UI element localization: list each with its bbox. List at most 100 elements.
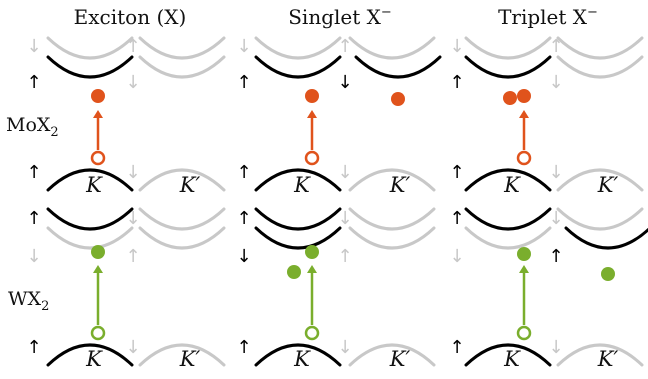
wx2-col2-kp-valence-spin: ↓ [548,337,563,358]
mox2-col2-hole [516,150,532,166]
mox2-col2-kp-valence-spin: ↓ [548,162,563,183]
mox2-col1-k-spin-upper: ↓ [236,36,251,57]
wx2-col2-k-label: K [503,347,521,371]
wx2-col2-kp-valence-band [556,343,644,367]
wx2-col1-hole [304,325,320,341]
wx2-col0-k-valence-band [46,343,134,367]
mox2-col2-k-label: K [503,173,521,197]
mox2-col1-transition-arrow-head [307,110,317,118]
wx2-col1-kp-lower-band [348,226,436,250]
mox2-col2-transition-arrow-head [519,110,529,118]
mox2-col1-kp-label: K′ [389,173,411,197]
wx2-col1-kp-spin-upper: ↓ [337,208,352,229]
mox2-col1-kp-electron [391,92,405,106]
wx2-col1-k-spin-lower: ↓ [236,246,251,267]
wx2-col0-kp-valence-band [138,343,226,367]
mox2-col1-k-label: K [293,173,311,197]
mox2-col1-kp-spin-lower: ↓ [337,72,352,93]
wx2-col2-hole [516,325,532,341]
wx2-col0-k-lower-band [46,226,134,250]
wx2-col1-kp-valence-spin: ↓ [337,337,352,358]
wx2-col1-electron-a [305,245,319,259]
mox2-col2-valence-spin: ↑ [449,162,464,183]
wx2-col0-valence-spin: ↑ [26,337,41,358]
mox2-col1-k-lower-band [254,55,342,79]
wx2-col1-k-label: K [293,347,311,371]
wx2-col1-electron-b [287,265,301,279]
mox2-col0-k-spin-lower: ↑ [26,72,41,93]
wx2-col1-kp-spin-lower: ↑ [337,246,352,267]
mox2-col1-hole [304,150,320,166]
mox2-col0-kp-spin-upper: ↑ [125,36,140,57]
wx2-col2-kp-spin-lower: ↑ [548,246,563,267]
mox2-col2-kp-upper-band [556,36,644,60]
wx2-col0-transition-arrow-head [93,265,103,273]
mox2-col2-kp-label: K′ [597,173,619,197]
wx2-col0-k-spin-upper: ↑ [26,208,41,229]
mox2-col0-k-label: K [85,173,103,197]
mox2-col1-k-valence-band [254,168,342,192]
wx2-col2-kp-lower-band [564,226,648,250]
wx2-col2-k-valence-band [464,343,552,367]
column-title-triplet: Triplet X− [498,5,598,29]
wx2-col0-kp-spin-upper: ↓ [125,208,140,229]
column-title-singlet: Singlet X− [288,5,392,29]
wx2-col2-kp-spin-upper: ↓ [548,208,563,229]
panel-grid: ↓ ↑ ↑ ↓ K K′ ↓ ↑ ↑ ↓ K K′ ↓ ↑ ↑ ↓ K K′ ↑ ↓ ↑ ↓ ↑ ↓ ↑ ↓ K K′ ↑ ↓ K K′ ↑ ↓ K… [26,36,648,371]
mox2-col0-k-upper-band [46,36,134,60]
mox2-col1-k-spin-lower: ↑ [236,72,251,93]
mox2-col0-hole [90,150,106,166]
mox2-col0-k-lower-band [46,55,134,79]
wx2-col0-hole [90,325,106,341]
mox2-col2-electron-a [503,91,517,105]
wx2-col2-kp-upper-band [556,207,644,231]
mox2-col1-kp-valence-spin: ↓ [337,162,352,183]
wx2-col0-k-upper-band [46,207,134,231]
mox2-col1-kp-lower-band [354,55,442,79]
mox2-col2-k-upper-band [464,36,552,60]
mox2-col2-kp-lower-band [556,55,644,79]
mox2-col1-kp-spin-upper: ↑ [337,36,352,57]
row-label-wx2: WX2 [8,288,49,314]
row-label-mox2: MoX2 [6,114,59,140]
mox2-col0-kp-upper-band [138,36,226,60]
wx2-col0-k-label: K [85,347,103,371]
mox2-col2-electron-b [517,89,531,103]
mox2-col0-valence-spin: ↑ [26,162,41,183]
wx2-col2-kp-electron [601,267,615,281]
wx2-col2-electron [517,247,531,261]
mox2-col1-electron [305,89,319,103]
mox2-col1-valence-spin: ↑ [236,162,251,183]
wx2-col1-kp-valence-band [348,343,436,367]
wx2-col1-transition-arrow-head [307,265,317,273]
wx2-col2-k-lower-band [464,226,552,250]
mox2-col1-kp-valence-band [348,168,436,192]
wx2-col1-kp-label: K′ [389,347,411,371]
wx2-col1-valence-spin: ↑ [236,337,251,358]
mox2-col2-k-spin-upper: ↓ [449,36,464,57]
mox2-col0-transition-arrow-head [93,110,103,118]
wx2-col1-k-spin-upper: ↑ [236,208,251,229]
wx2-col2-transition-arrow-head [519,265,529,273]
wx2-col0-kp-lower-band [138,226,226,250]
mox2-col0-kp-lower-band [138,55,226,79]
mox2-col2-k-valence-band [464,168,552,192]
wx2-col0-kp-spin-lower: ↑ [125,246,140,267]
wx2-col0-kp-valence-spin: ↓ [125,337,140,358]
mox2-col0-kp-spin-lower: ↓ [125,72,140,93]
column-title-exciton: Exciton (X) [74,5,187,29]
mox2-col0-kp-valence-band [138,168,226,192]
wx2-col1-k-upper-band [254,207,342,231]
wx2-col2-k-spin-lower: ↓ [449,246,464,267]
mox2-col0-k-spin-upper: ↓ [26,36,41,57]
mox2-col2-k-lower-band [464,55,552,79]
mox2-col2-k-spin-lower: ↑ [449,72,464,93]
wx2-col0-k-spin-lower: ↓ [26,246,41,267]
wx2-col1-k-lower-band [254,226,342,250]
wx2-col0-electron [91,245,105,259]
mox2-col1-kp-upper-band [348,36,436,60]
mox2-col0-kp-label: K′ [179,173,201,197]
wx2-col2-valence-spin: ↑ [449,337,464,358]
wx2-col1-kp-upper-band [348,207,436,231]
